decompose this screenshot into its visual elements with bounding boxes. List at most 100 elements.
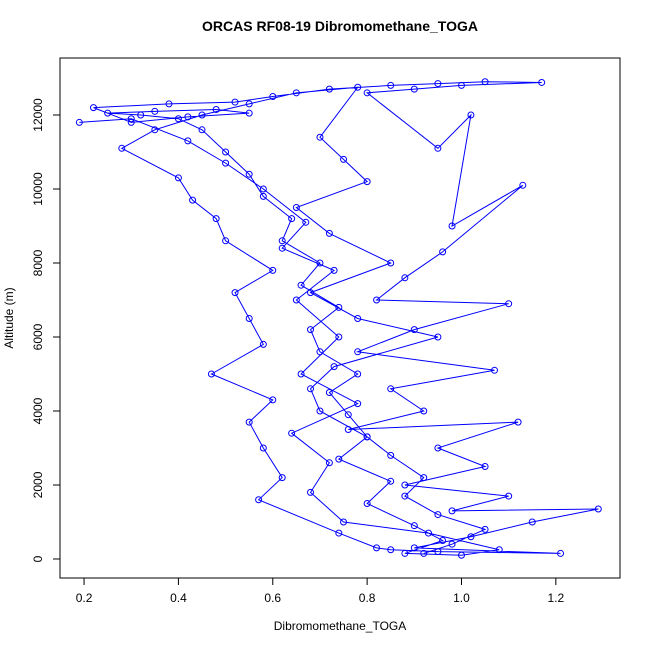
data-point — [594, 505, 602, 513]
data-point — [434, 548, 442, 556]
data-point — [245, 100, 253, 108]
data-point — [255, 496, 263, 504]
data-point — [491, 366, 499, 374]
y-tick-label: 12000 — [31, 98, 45, 132]
data-point — [481, 462, 489, 470]
data-point — [316, 133, 324, 141]
data-point — [302, 218, 310, 226]
y-tick-label: 0 — [31, 555, 45, 562]
data-point — [207, 370, 215, 378]
data-point — [387, 546, 395, 554]
data-point — [75, 118, 83, 126]
data-point — [448, 540, 456, 548]
data-point — [434, 444, 442, 452]
data-point — [420, 407, 428, 415]
data-point — [519, 181, 527, 189]
data-point — [344, 425, 352, 433]
data-point — [457, 81, 465, 89]
data-point — [198, 126, 206, 134]
data-point — [174, 115, 182, 123]
data-point — [259, 185, 267, 193]
data-point — [104, 109, 112, 117]
data-point — [528, 518, 536, 526]
data-point — [330, 266, 338, 274]
x-tick-label: 1.2 — [547, 591, 564, 605]
data-point — [245, 314, 253, 322]
data-point — [288, 215, 296, 223]
data-point — [439, 248, 447, 256]
data-point — [292, 89, 300, 97]
data-point — [297, 281, 305, 289]
data-point — [316, 407, 324, 415]
data-point — [401, 549, 409, 557]
data-point — [297, 370, 305, 378]
data-point — [410, 522, 418, 530]
data-point — [89, 104, 97, 112]
data-point — [354, 400, 362, 408]
data-point — [307, 326, 315, 334]
data-point — [424, 529, 432, 537]
data-point — [259, 444, 267, 452]
data-point — [354, 348, 362, 356]
data-point — [325, 388, 333, 396]
data-point — [387, 259, 395, 267]
data-point — [278, 244, 286, 252]
data-point — [387, 451, 395, 459]
data-point — [363, 178, 371, 186]
data-point — [151, 107, 159, 115]
data-point — [259, 192, 267, 200]
data-point — [165, 100, 173, 108]
chart-title: ORCAS RF08-19 Dibromomethane_TOGA — [202, 18, 478, 34]
data-point — [278, 237, 286, 245]
data-point — [448, 507, 456, 515]
data-point — [401, 481, 409, 489]
data-point — [212, 105, 220, 113]
data-point — [335, 333, 343, 341]
y-tick-label: 2000 — [31, 471, 45, 498]
data-point — [307, 385, 315, 393]
data-point — [292, 296, 300, 304]
y-tick-label: 4000 — [31, 397, 45, 424]
data-point — [118, 144, 126, 152]
data-point — [278, 474, 286, 482]
data-point — [292, 204, 300, 212]
data-point — [212, 215, 220, 223]
data-point — [174, 174, 182, 182]
x-tick-label: 0.8 — [359, 591, 376, 605]
data-point — [434, 511, 442, 519]
data-point — [434, 144, 442, 152]
data-point — [434, 80, 442, 88]
y-tick-label: 8000 — [31, 249, 45, 276]
data-point — [231, 289, 239, 297]
data-point — [363, 89, 371, 97]
data-point — [401, 492, 409, 500]
data-point — [505, 492, 513, 500]
data-point — [245, 109, 253, 117]
data-point — [448, 222, 456, 230]
data-point — [269, 93, 277, 101]
data-point — [557, 549, 565, 557]
data-point — [457, 551, 465, 559]
data-point — [335, 529, 343, 537]
data-point — [354, 370, 362, 378]
data-point — [354, 83, 362, 91]
data-point — [222, 159, 230, 167]
data-point — [245, 418, 253, 426]
data-point — [269, 266, 277, 274]
x-axis-label: Dibromomethane_TOGA — [274, 619, 407, 633]
data-point — [439, 536, 447, 544]
data-point — [481, 78, 489, 86]
data-point — [198, 111, 206, 119]
data-point — [307, 488, 315, 496]
data-point — [481, 525, 489, 533]
data-point — [434, 333, 442, 341]
data-point — [325, 229, 333, 237]
data-point — [410, 544, 418, 552]
data-point — [514, 418, 522, 426]
y-axis-label: Altitude (m) — [2, 287, 16, 348]
data-point — [335, 455, 343, 463]
data-point — [410, 85, 418, 93]
data-point — [340, 518, 348, 526]
data-point — [467, 533, 475, 541]
data-point — [344, 411, 352, 419]
